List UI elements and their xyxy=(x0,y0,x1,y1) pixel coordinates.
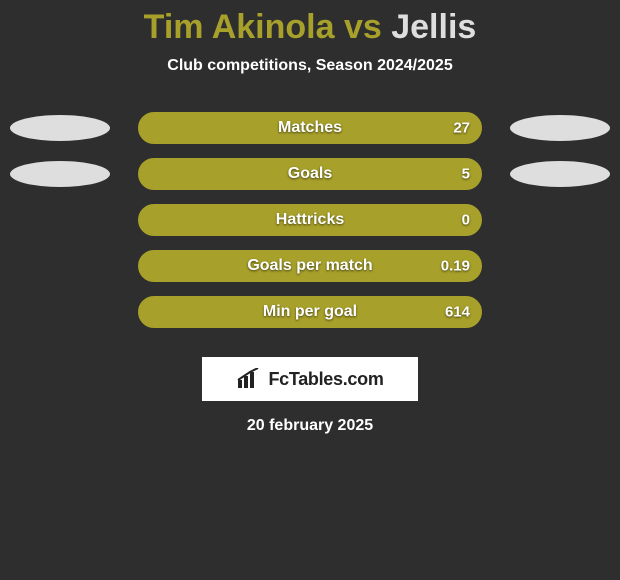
stat-row: Matches 27 xyxy=(0,105,620,151)
stat-bar: Min per goal 614 xyxy=(138,296,482,328)
stat-row: Hattricks 0 xyxy=(0,197,620,243)
date-line: 20 february 2025 xyxy=(0,417,620,435)
stat-bar: Matches 27 xyxy=(138,112,482,144)
stat-value-right: 0 xyxy=(462,212,470,229)
stat-value-right: 5 xyxy=(462,166,470,183)
stat-row: Goals per match 0.19 xyxy=(0,243,620,289)
brand-text: FcTables.com xyxy=(268,369,383,390)
stat-label: Min per goal xyxy=(263,303,357,321)
stat-bar: Goals 5 xyxy=(138,158,482,190)
left-ellipse xyxy=(10,161,110,187)
page-title: Tim Akinola vs Jellis xyxy=(0,8,620,47)
stat-row: Goals 5 xyxy=(0,151,620,197)
stat-row: Min per goal 614 xyxy=(0,289,620,335)
right-ellipse xyxy=(510,161,610,187)
title-vs: vs xyxy=(344,8,382,46)
subtitle: Club competitions, Season 2024/2025 xyxy=(0,57,620,75)
stat-bar: Hattricks 0 xyxy=(138,204,482,236)
stat-value-right: 0.19 xyxy=(441,258,470,275)
left-ellipse xyxy=(10,115,110,141)
title-player2: Jellis xyxy=(391,8,476,46)
chart-icon xyxy=(236,368,262,390)
stat-bar: Goals per match 0.19 xyxy=(138,250,482,282)
stat-rows-container: Matches 27 Goals 5 Hattricks 0 Goals per match… xyxy=(0,105,620,335)
title-player1: Tim Akinola xyxy=(144,8,335,46)
brand-logo-box: FcTables.com xyxy=(202,357,418,401)
stat-value-right: 614 xyxy=(445,304,470,321)
stat-label: Hattricks xyxy=(276,211,344,229)
right-ellipse xyxy=(510,115,610,141)
comparison-infographic: Tim Akinola vs Jellis Club competitions,… xyxy=(0,0,620,580)
stat-value-right: 27 xyxy=(453,120,470,137)
stat-label: Goals per match xyxy=(247,257,372,275)
stat-label: Goals xyxy=(288,165,332,183)
stat-label: Matches xyxy=(278,119,342,137)
